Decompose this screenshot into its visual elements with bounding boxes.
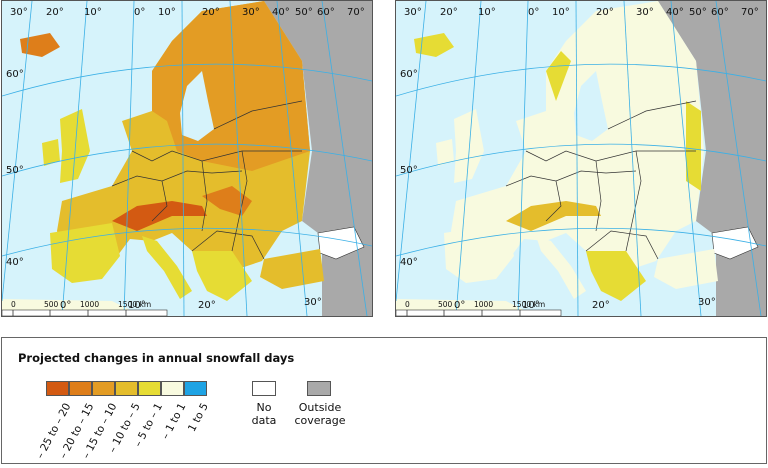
lon-label: 20° — [596, 7, 614, 18]
scale-label: 0 — [11, 300, 16, 309]
outside-coverage-label-line: Outside — [298, 401, 342, 414]
lon-label: 10° — [552, 7, 570, 18]
graticule — [2, 1, 372, 316]
norway-zone — [546, 51, 571, 101]
lon-label: 0° — [528, 7, 539, 18]
lon-label: 60° — [317, 7, 335, 18]
ireland — [42, 139, 60, 166]
lon-label-bottom: 10° — [128, 300, 146, 311]
legend-swatches — [46, 381, 207, 396]
lat-label: 60° — [6, 69, 24, 80]
lat-label: 40° — [400, 257, 418, 268]
scale-label: 0 — [405, 300, 410, 309]
britain — [60, 109, 90, 183]
lon-label: 40° — [666, 7, 684, 18]
iceland — [414, 33, 454, 57]
iceland — [20, 33, 60, 57]
ireland — [436, 139, 454, 166]
lon-label: 10° — [158, 7, 176, 18]
map-panel-left: 30° 20° 10° 0° 10° 20° 30° 40° 50° 60° 7… — [1, 0, 373, 317]
italy — [536, 236, 586, 299]
iberia — [50, 223, 120, 283]
scale-label: 500 — [438, 300, 453, 309]
lon-label: 60° — [711, 7, 729, 18]
lat-label: 60° — [400, 69, 418, 80]
lon-label: 70° — [741, 7, 759, 18]
legend-class-label: 1 to 5 — [186, 401, 212, 434]
lon-label-bottom: 0° — [60, 300, 71, 311]
balkans — [192, 251, 252, 301]
scale-bar: 0 500 1000 1500 km — [2, 300, 168, 316]
lon-label-bottom: 0° — [454, 300, 465, 311]
no-data-swatch — [252, 381, 276, 396]
lon-label-bottom: 10° — [522, 300, 540, 311]
baltic-sea — [574, 71, 608, 141]
legend-swatch — [161, 381, 184, 396]
lon-label: 40° — [272, 7, 290, 18]
lon-label-bottom: 30° — [698, 297, 716, 308]
lon-label-bottom: 20° — [198, 300, 216, 311]
lon-label: 30° — [10, 7, 28, 18]
lon-label-bottom: 30° — [304, 297, 322, 308]
legend-class-labels: – 25 to – 20 – 20 to – 15 – 15 to – 10 –… — [34, 398, 216, 468]
eastern-zone — [686, 101, 701, 191]
turkey — [260, 249, 324, 289]
legend-swatch — [115, 381, 138, 396]
lon-label: 50° — [295, 7, 313, 18]
lon-label: 70° — [347, 7, 365, 18]
lon-label: 50° — [689, 7, 707, 18]
lon-label-bottom: 20° — [592, 300, 610, 311]
baltic-sea — [180, 71, 214, 141]
country-borders — [111, 100, 303, 260]
no-data-label: No data — [244, 401, 284, 427]
legend: Projected changes in annual snowfall day… — [1, 337, 767, 464]
britain — [454, 109, 484, 183]
carpathian-zone — [202, 186, 252, 216]
map-left-canvas: 30° 20° 10° 0° 10° 20° 30° 40° 50° 60° 7… — [2, 1, 372, 316]
lon-label: 30° — [404, 7, 422, 18]
lon-label: 30° — [636, 7, 654, 18]
legend-swatch — [69, 381, 92, 396]
turkey — [654, 249, 718, 289]
outside-coverage-swatch — [307, 381, 331, 396]
scale-label: 1000 — [474, 300, 493, 309]
balkans — [586, 251, 646, 301]
map-panel-right: 30° 20° 10° 0° 10° 20° 30° 40° 50° 60° 7… — [395, 0, 767, 317]
scale-label: 1000 — [80, 300, 99, 309]
legend-swatch — [46, 381, 69, 396]
lon-label: 10° — [478, 7, 496, 18]
graticule — [396, 1, 766, 316]
lat-label: 40° — [6, 257, 24, 268]
no-data-label-line: No — [256, 401, 272, 414]
scale-label: 1500 km — [512, 300, 545, 309]
legend-swatch — [138, 381, 161, 396]
lat-label: 50° — [400, 165, 418, 176]
lon-label: 0° — [134, 7, 145, 18]
legend-swatch — [184, 381, 207, 396]
legend-swatch — [92, 381, 115, 396]
lon-label: 20° — [46, 7, 64, 18]
scale-label: 500 — [44, 300, 59, 309]
scale-bar: 0 500 1000 1500 km — [396, 300, 562, 316]
scale-label: 1500 km — [118, 300, 151, 309]
iberia — [444, 223, 514, 283]
lon-label: 20° — [440, 7, 458, 18]
lat-label: 50° — [6, 165, 24, 176]
italy — [142, 236, 192, 299]
no-data-label-line: data — [251, 414, 277, 427]
legend-title: Projected changes in annual snowfall day… — [18, 351, 295, 365]
country-borders — [505, 100, 697, 260]
outside-coverage-label: Outside coverage — [292, 401, 348, 427]
outside-coverage-label-line: coverage — [294, 414, 346, 427]
lon-label: 20° — [202, 7, 220, 18]
lon-label: 10° — [84, 7, 102, 18]
land-mainland — [451, 1, 704, 271]
lon-label: 30° — [242, 7, 260, 18]
map-right-canvas: 30° 20° 10° 0° 10° 20° 30° 40° 50° 60° 7… — [396, 1, 766, 316]
